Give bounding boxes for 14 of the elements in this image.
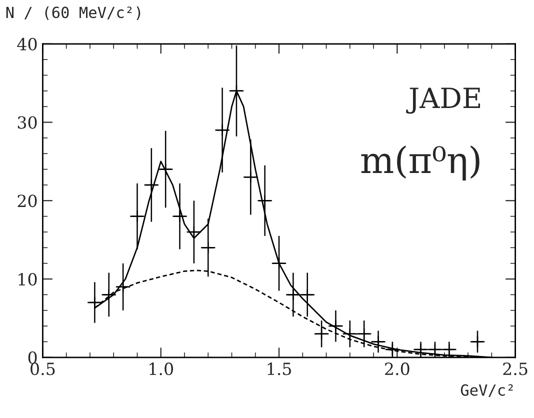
x-tick-label: 2.0 xyxy=(385,362,410,376)
x-tick-label: 1.0 xyxy=(150,362,174,376)
y-tick-label: 30 xyxy=(18,116,37,129)
x-axis-title: GeV/c² xyxy=(460,384,513,398)
y-tick-label: 20 xyxy=(18,194,37,208)
y-tick-label: 10 xyxy=(18,272,37,286)
annotation: JADE xyxy=(406,88,480,114)
x-tick-label: 0.5 xyxy=(30,362,55,376)
y-tick-label: 40 xyxy=(17,38,37,50)
y-tick-label: 0 xyxy=(28,351,37,364)
x-tick-label: 1.5 xyxy=(268,362,291,376)
y-axis-title: N / (60 MeV/c²) xyxy=(6,6,140,20)
x-tick-label: 2.5 xyxy=(503,362,528,376)
annotation: m(π⁰η) xyxy=(361,146,480,180)
